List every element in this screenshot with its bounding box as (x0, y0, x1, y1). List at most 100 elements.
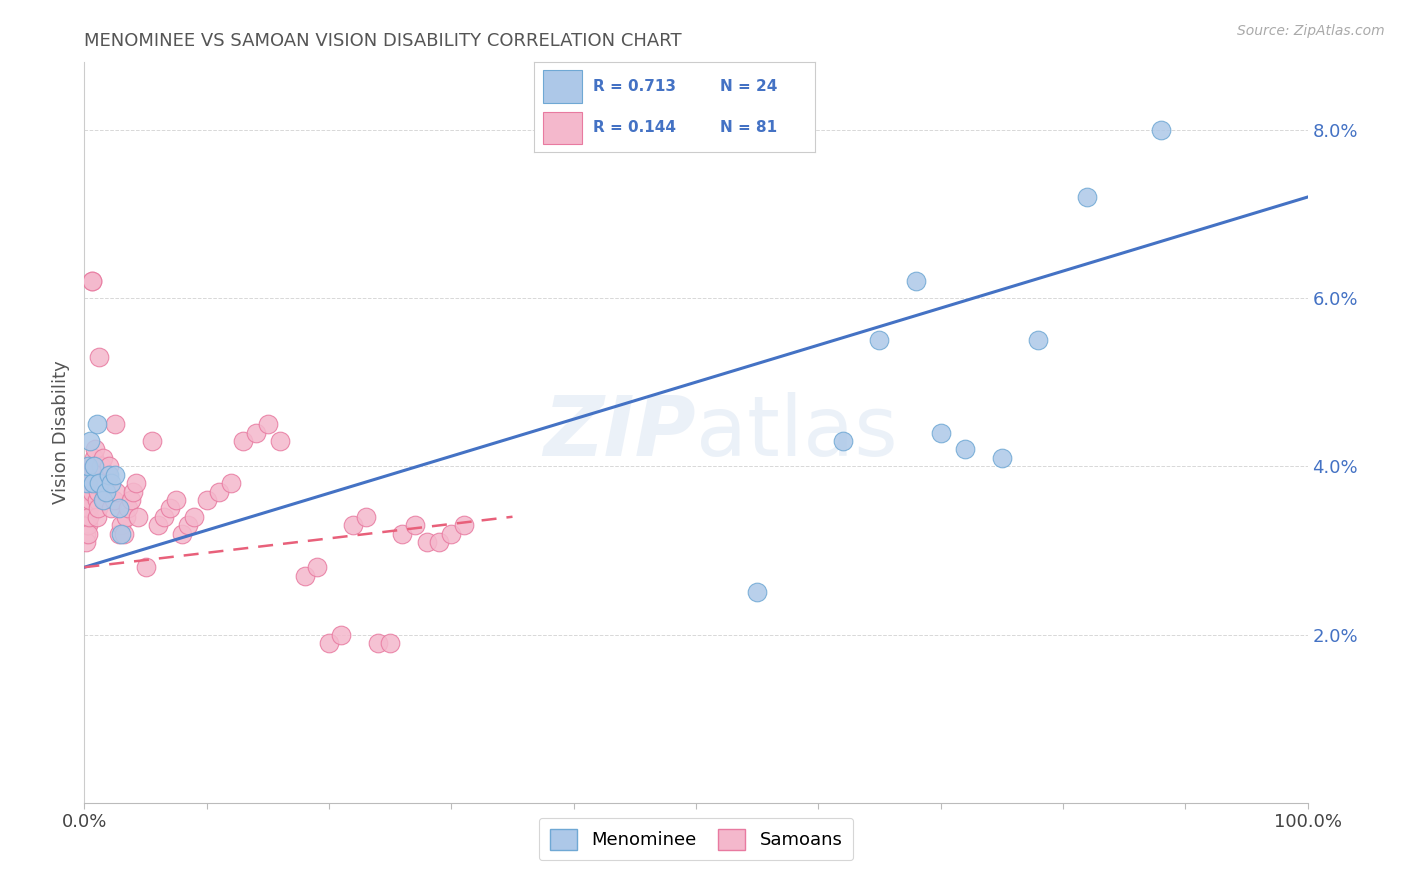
Point (177, 518, 200, 533)
Point (172, 526, 194, 541)
Point (96, 476, 118, 491)
Point (100, 476, 122, 491)
Point (87, 476, 110, 491)
Point (380, 636, 402, 650)
Point (257, 417, 280, 432)
Point (107, 501, 129, 516)
Point (905, 274, 928, 288)
Y-axis label: Vision Disability: Vision Disability (52, 360, 70, 505)
Text: N = 24: N = 24 (720, 79, 778, 94)
Point (125, 476, 148, 491)
Point (404, 518, 426, 533)
Point (367, 636, 389, 650)
Point (84, 459, 107, 474)
Point (83, 467, 105, 482)
Point (80, 484, 103, 499)
Text: R = 0.144: R = 0.144 (593, 120, 676, 135)
Point (929, 425, 952, 440)
Point (294, 568, 316, 582)
Point (107, 526, 129, 541)
Point (440, 526, 463, 541)
Point (83, 459, 105, 474)
Point (127, 509, 149, 524)
Point (86, 492, 108, 507)
Point (391, 526, 413, 541)
Point (1028, 333, 1050, 347)
Point (991, 450, 1014, 465)
Point (305, 560, 328, 574)
Point (80, 274, 103, 288)
Point (105, 484, 128, 499)
Point (75, 509, 97, 524)
Point (342, 518, 364, 533)
Point (1150, 122, 1173, 136)
Text: ZIP: ZIP (543, 392, 696, 473)
Text: MENOMINEE VS SAMOAN VISION DISABILITY CORRELATION CHART: MENOMINEE VS SAMOAN VISION DISABILITY CO… (84, 32, 682, 50)
Point (354, 509, 377, 524)
Point (76, 518, 98, 533)
Point (75, 518, 97, 533)
Point (91, 492, 114, 507)
Point (1076, 190, 1098, 204)
Point (232, 434, 254, 448)
Point (87, 484, 110, 499)
Bar (543, 112, 582, 144)
Point (159, 501, 181, 516)
Text: R = 0.713: R = 0.713 (593, 79, 676, 94)
Point (120, 492, 142, 507)
Point (86, 417, 108, 432)
Point (112, 526, 135, 541)
Point (195, 492, 218, 507)
Point (96, 484, 118, 499)
Point (77, 526, 100, 541)
Point (83, 450, 105, 465)
Point (747, 585, 769, 599)
Point (135, 560, 157, 574)
Point (153, 509, 176, 524)
Point (115, 509, 138, 524)
Point (91, 450, 114, 465)
Point (77, 501, 100, 516)
Point (104, 467, 127, 482)
Point (77, 509, 100, 524)
Point (219, 476, 242, 491)
Text: N = 81: N = 81 (720, 120, 778, 135)
Point (76, 509, 98, 524)
Point (82, 476, 104, 491)
Point (87, 476, 110, 491)
Point (165, 492, 187, 507)
Point (97, 467, 120, 482)
Point (100, 501, 122, 516)
Point (110, 518, 132, 533)
Point (110, 526, 132, 541)
Point (76, 476, 98, 491)
Point (269, 434, 291, 448)
Point (86, 509, 108, 524)
Point (93, 492, 115, 507)
Point (79, 492, 101, 507)
Point (146, 518, 169, 533)
Point (77, 518, 100, 533)
Point (427, 535, 450, 549)
Point (97, 467, 120, 482)
Point (208, 484, 231, 499)
Point (330, 627, 353, 641)
Point (75, 535, 97, 549)
Text: atlas: atlas (696, 392, 897, 473)
Text: Source: ZipAtlas.com: Source: ZipAtlas.com (1237, 24, 1385, 38)
Point (831, 434, 853, 448)
Point (245, 425, 267, 440)
Point (953, 442, 976, 457)
Point (183, 509, 205, 524)
Point (90, 459, 112, 474)
Point (89, 467, 111, 482)
Point (122, 484, 145, 499)
Point (117, 501, 139, 516)
Point (79, 476, 101, 491)
Point (416, 535, 439, 549)
Point (103, 492, 125, 507)
Point (79, 434, 101, 448)
Point (76, 492, 98, 507)
Point (82, 476, 104, 491)
Point (80, 274, 103, 288)
